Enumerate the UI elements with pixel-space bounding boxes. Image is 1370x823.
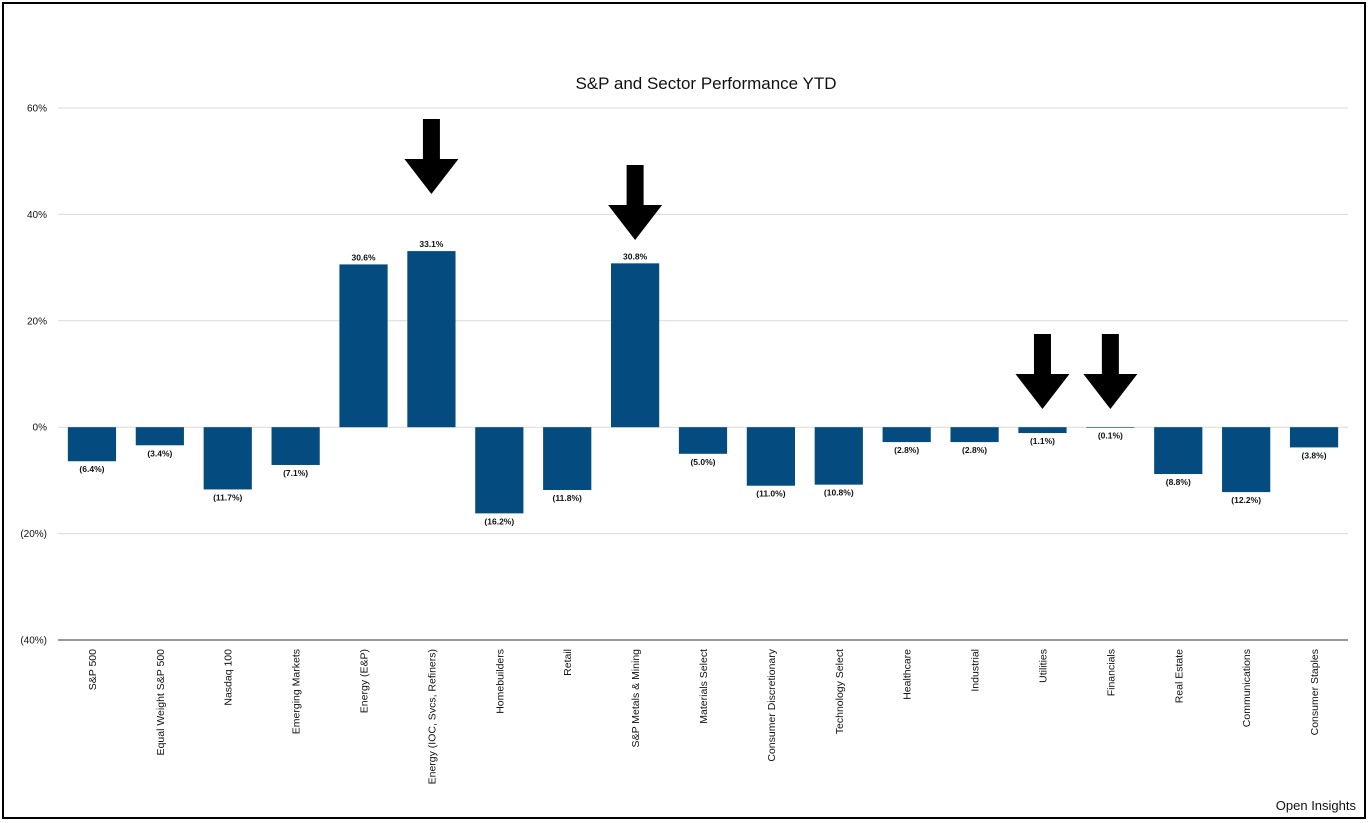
bar <box>203 427 252 490</box>
data-label: (10.8%) <box>824 488 854 498</box>
x-tick-label: Nasdaq 100 <box>223 649 235 706</box>
data-label: (1.1%) <box>1030 436 1055 446</box>
x-tick-label: Homebuilders <box>494 649 506 714</box>
y-tick-label: 20% <box>27 316 47 327</box>
bar <box>475 427 524 514</box>
annotation-arrows <box>404 119 1138 409</box>
data-label: (3.4%) <box>147 448 172 458</box>
data-label: (2.8%) <box>962 445 987 455</box>
bar <box>1086 427 1135 428</box>
down-arrow-icon <box>608 165 663 240</box>
bar-chart: S&P and Sector Performance YTD 60% 40% 20%… <box>20 74 1348 784</box>
x-tick-label: Energy (IOC, Svcs, Refiners) <box>426 649 438 784</box>
bar <box>882 427 931 443</box>
chart-title: S&P and Sector Performance YTD <box>575 74 836 93</box>
x-tick-label: Technology Select <box>834 649 846 734</box>
data-label: 33.1% <box>419 239 444 249</box>
down-arrow-icon <box>404 119 459 194</box>
bar <box>1154 427 1203 475</box>
data-label: (11.7%) <box>213 492 242 502</box>
data-label: (8.8%) <box>1166 477 1191 487</box>
bar <box>67 427 117 462</box>
bar <box>678 427 728 454</box>
x-tick-label: Energy (E&P) <box>359 649 371 713</box>
data-label: (0.1%) <box>1098 431 1123 441</box>
bar <box>611 263 660 428</box>
down-arrow-icon <box>1083 334 1138 409</box>
data-label: (5.0%) <box>690 457 715 467</box>
bar <box>271 427 320 465</box>
bars <box>67 251 1339 514</box>
x-tick-label: S&P 500 <box>87 649 99 690</box>
bar <box>950 427 999 443</box>
data-label: (3.8%) <box>1302 450 1327 460</box>
x-tick-label: Emerging Markets <box>291 649 303 734</box>
y-tick-label: (40%) <box>20 636 47 647</box>
y-tick-label: 0% <box>33 423 48 434</box>
x-axis-ticks: S&P 500 Equal Weight S&P 500 Nasdaq 100 Eme… <box>87 648 1321 784</box>
x-tick-label: Healthcare <box>902 649 914 700</box>
x-tick-label: Consumer Discretionary <box>766 648 778 761</box>
x-tick-label: Materials Select <box>698 649 710 724</box>
bar <box>135 427 184 446</box>
x-tick-label: Industrial <box>970 649 982 692</box>
data-label: (2.8%) <box>894 445 919 455</box>
x-tick-label: Utilities <box>1037 649 1049 683</box>
data-label: (16.2%) <box>484 516 514 526</box>
data-label: (11.8%) <box>553 493 582 503</box>
bar <box>543 427 592 490</box>
data-labels: (6.4%) (3.4%) (11.7%) (7.1%) 30.6% 33.1% (16.2… <box>79 239 1326 526</box>
bar <box>1289 427 1339 448</box>
data-label: (7.1%) <box>283 468 308 478</box>
data-label: (11.0%) <box>756 489 785 499</box>
x-tick-label: Retail <box>562 649 574 676</box>
x-tick-label: S&P Metals & Mining <box>630 649 642 748</box>
x-tick-label: Equal Weight S&P 500 <box>155 649 167 756</box>
y-tick-label: 60% <box>27 104 47 115</box>
bar <box>407 251 456 428</box>
x-tick-label: Financials <box>1105 649 1117 696</box>
bar <box>1018 427 1067 434</box>
y-tick-label: (20%) <box>20 529 47 540</box>
bar <box>814 427 863 485</box>
bar <box>746 427 795 486</box>
down-arrow-icon <box>1015 334 1070 409</box>
gridlines <box>58 107 1348 641</box>
data-label: 30.8% <box>623 251 648 261</box>
y-tick-label: 40% <box>27 210 47 221</box>
watermark: Open Insights <box>1275 798 1356 813</box>
y-axis-ticks: 60% 40% 20% 0% (20%) (40%) <box>20 104 47 647</box>
bar <box>1222 427 1271 493</box>
data-label: (6.4%) <box>79 464 104 474</box>
x-tick-label: Consumer Staples <box>1309 649 1321 735</box>
data-label: (12.2%) <box>1231 495 1261 505</box>
x-tick-label: Real Estate <box>1173 649 1185 703</box>
bar <box>339 264 388 428</box>
data-label: 30.6% <box>351 252 376 262</box>
x-tick-label: Communications <box>1241 649 1253 727</box>
